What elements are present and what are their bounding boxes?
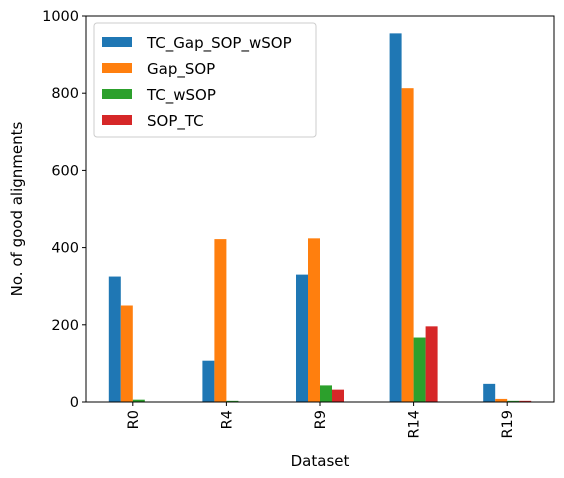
y-axis-label: No. of good alignments: [8, 121, 26, 296]
bar-r4-gap-sop: [214, 239, 226, 402]
y-tick-label: 800: [51, 86, 79, 102]
bar-r9-gap-sop: [308, 238, 320, 402]
legend-label: TC_wSOP: [146, 86, 216, 105]
legend-swatch: [102, 115, 132, 125]
bar-r14-tc-wsop: [414, 338, 426, 402]
legend-label: SOP_TC: [147, 112, 204, 131]
legend-swatch: [102, 37, 132, 47]
bar-r19-tc-gap-sop-wsop: [483, 384, 495, 402]
x-tick-label: R19: [500, 410, 516, 439]
y-tick-label: 200: [51, 318, 79, 334]
legend-label: Gap_SOP: [147, 60, 215, 79]
x-tick-label: R9: [313, 410, 329, 429]
legend: TC_Gap_SOP_wSOP Gap_SOP TC_wSOP SOP_TC: [94, 23, 316, 137]
legend-swatch: [102, 89, 132, 99]
y-axis: 0 200 400 600 800 1000: [42, 9, 86, 411]
y-tick-label: 1000: [42, 9, 79, 25]
bar-r14-sop-tc: [426, 326, 438, 402]
legend-label: TC_Gap_SOP_wSOP: [146, 34, 292, 53]
y-tick-label: 0: [70, 395, 79, 411]
bar-r9-sop-tc: [332, 390, 344, 402]
bar-r14-tc-gap-sop-wsop: [390, 33, 402, 402]
x-tick-label: R4: [219, 410, 235, 429]
x-axis: R0 R4 R9 R14 R19: [126, 402, 516, 439]
bar-r0-tc-gap-sop-wsop: [109, 277, 121, 402]
bar-r9-tc-wsop: [320, 385, 332, 402]
bar-r9-tc-gap-sop-wsop: [296, 275, 308, 402]
y-tick-label: 400: [51, 241, 79, 257]
x-tick-label: R14: [407, 410, 423, 439]
legend-swatch: [102, 63, 132, 73]
y-tick-label: 600: [51, 163, 79, 179]
bar-r4-tc-gap-sop-wsop: [202, 361, 214, 402]
bar-r0-gap-sop: [121, 306, 133, 403]
x-tick-label: R0: [126, 410, 142, 429]
x-axis-label: Dataset: [291, 452, 350, 470]
bar-r14-gap-sop: [402, 88, 414, 402]
